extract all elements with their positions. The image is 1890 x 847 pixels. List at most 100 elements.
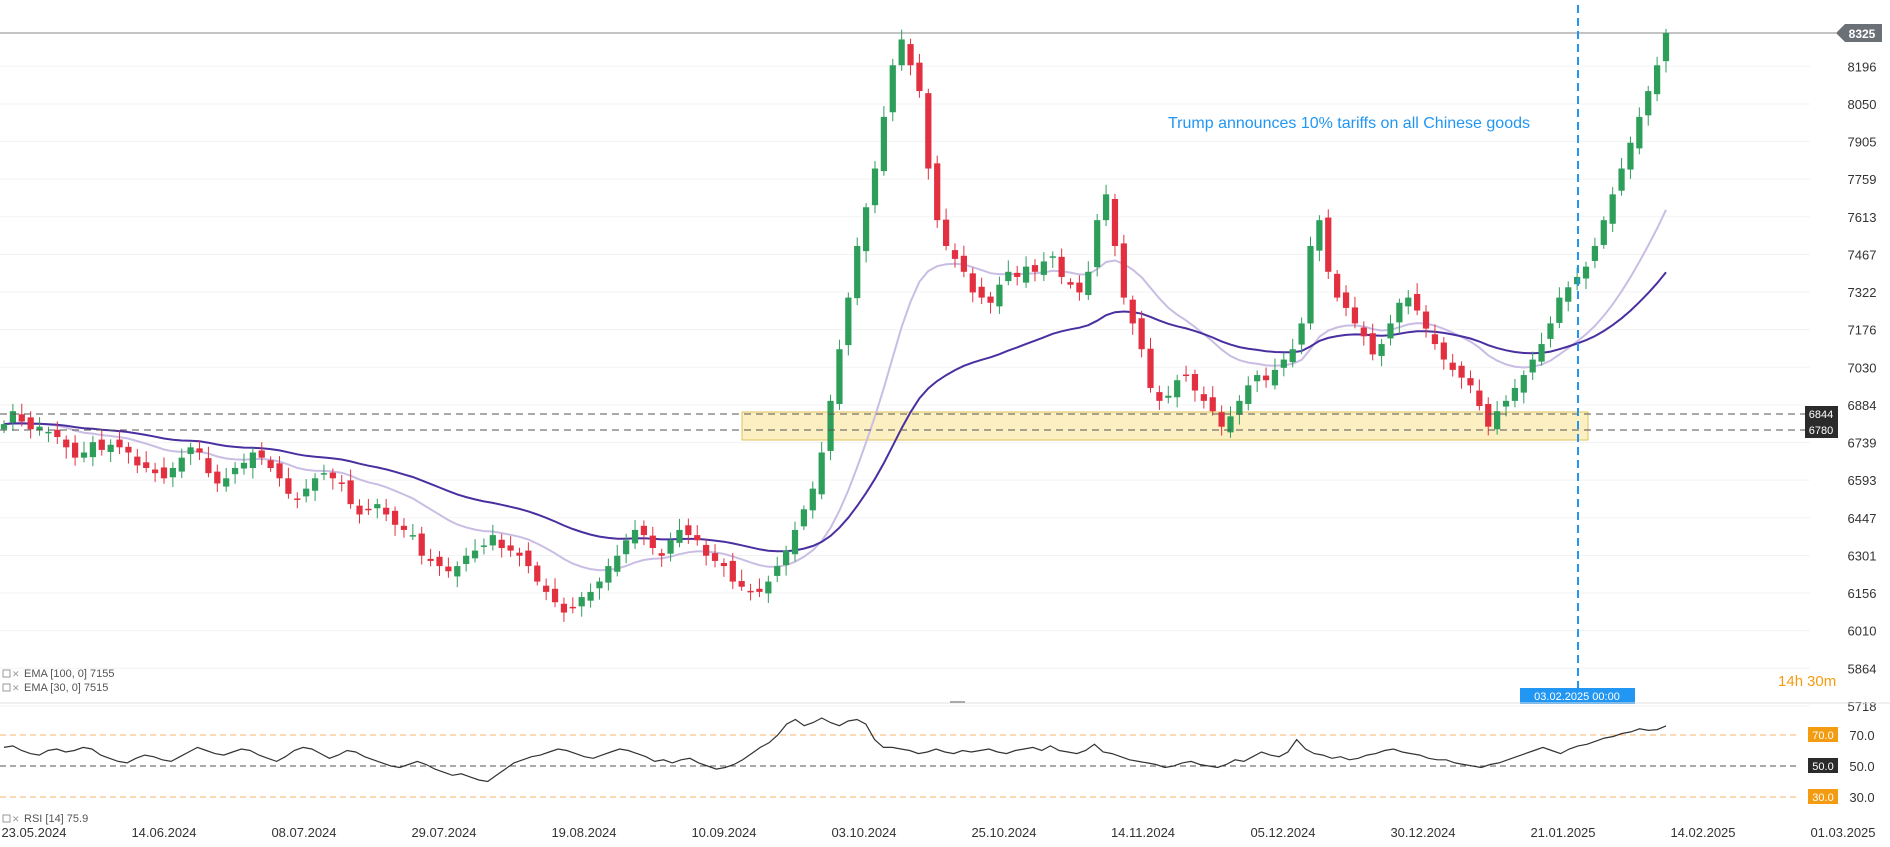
- candle-up: [1298, 323, 1305, 345]
- candle-up: [1378, 344, 1385, 356]
- candle-down: [1485, 403, 1492, 427]
- candle-up: [1245, 385, 1252, 404]
- level-tag-6844: 6844: [1809, 409, 1833, 421]
- candle-down: [1440, 342, 1447, 360]
- candle-down: [1449, 362, 1456, 370]
- candle-up: [1271, 369, 1279, 386]
- y-tick-label: 8050: [1848, 97, 1877, 112]
- candle-up: [231, 467, 239, 475]
- candle-down: [1058, 256, 1065, 277]
- candle-up: [578, 597, 585, 607]
- rsi-level-tag: [1808, 758, 1838, 773]
- candle-up: [596, 581, 603, 589]
- candle-down: [1334, 273, 1341, 298]
- candle-up: [854, 245, 861, 299]
- candle-down: [258, 450, 265, 458]
- candle-up: [1236, 400, 1243, 415]
- candle-up: [1005, 271, 1012, 282]
- candle-down: [1120, 243, 1127, 298]
- candle-down: [1458, 365, 1465, 378]
- rsi-settings-icon[interactable]: [2, 814, 11, 823]
- candle-up: [836, 349, 843, 404]
- legend-settings-icon-1[interactable]: [2, 669, 11, 678]
- candle-down: [960, 255, 967, 272]
- candle-down: [640, 525, 648, 536]
- candle-down: [267, 460, 274, 468]
- candle-down: [658, 553, 665, 556]
- candle-down: [951, 250, 959, 259]
- candle-up: [169, 467, 176, 478]
- candle-up: [311, 478, 319, 491]
- candle-down: [925, 93, 932, 169]
- candle-up: [889, 65, 896, 113]
- candle-up: [1609, 194, 1616, 224]
- candle-up: [1405, 297, 1412, 307]
- y-tick-label: 6739: [1848, 435, 1877, 450]
- candle-down: [685, 525, 692, 536]
- candle-down: [1342, 292, 1350, 308]
- candle-down: [729, 560, 736, 582]
- candle-up: [1307, 245, 1314, 324]
- candle-down: [436, 556, 443, 567]
- candle-up: [1600, 220, 1607, 245]
- candle-up: [1547, 323, 1554, 339]
- candle-down: [1476, 390, 1483, 407]
- x-tick-label: 21.01.2025: [1530, 825, 1595, 840]
- x-tick-label: 29.07.2024: [411, 825, 476, 840]
- rsi-pane: 70.0 70.0 50.0 50.0 30.0 30.0: [0, 717, 1875, 805]
- legend-ema30: EMA [30, 0] 7515: [24, 682, 108, 694]
- candle-up: [1520, 375, 1527, 393]
- candle-down: [1138, 318, 1145, 350]
- candle-down: [160, 467, 168, 479]
- x-tick-label: 10.09.2024: [691, 825, 756, 840]
- candle-down: [1218, 412, 1225, 427]
- candle-up: [1662, 33, 1670, 62]
- rsi-level-tag: [1808, 789, 1838, 804]
- candle-down: [391, 510, 399, 525]
- candle-down: [143, 462, 150, 468]
- candle-down: [356, 505, 363, 515]
- level-lines: [0, 413, 1805, 431]
- legend-close-icon-2[interactable]: ✕: [12, 683, 20, 693]
- candle-down: [365, 508, 372, 511]
- level-tag-6780: 6780: [1809, 425, 1833, 437]
- candle-down: [516, 552, 523, 556]
- candle-down: [27, 417, 34, 430]
- candle-down: [1182, 374, 1190, 377]
- candle-up: [1094, 220, 1101, 268]
- candle-down: [1262, 375, 1270, 381]
- rsi-close-icon[interactable]: ✕: [12, 814, 20, 824]
- y-tick-label: 6593: [1848, 473, 1877, 488]
- candle-up: [1387, 323, 1394, 339]
- candle-up: [1529, 359, 1536, 373]
- candle-up: [1102, 194, 1110, 221]
- rsi-axis-label: 50.0: [1849, 759, 1874, 774]
- candle-down: [1325, 217, 1332, 272]
- candle-down: [534, 565, 541, 582]
- candle-down: [498, 539, 505, 549]
- candle-up: [1085, 271, 1092, 296]
- legend-settings-icon-2[interactable]: [2, 683, 11, 692]
- level-tag-6844-box: [1805, 406, 1838, 422]
- legend-close-icon-1[interactable]: ✕: [12, 669, 20, 679]
- candle-up: [249, 452, 256, 468]
- candle-down: [400, 525, 408, 530]
- candle-up: [409, 535, 416, 537]
- candle-up: [862, 207, 870, 252]
- candle-up: [1556, 297, 1563, 323]
- candle-down: [569, 606, 576, 609]
- candle-down: [1076, 282, 1083, 293]
- rsi-level-tag: [1808, 727, 1838, 742]
- candle-down: [1031, 265, 1039, 272]
- candle-down: [116, 439, 123, 448]
- candle-up: [996, 284, 1003, 307]
- candle-down: [276, 463, 283, 479]
- candle-down: [1369, 333, 1376, 355]
- candle-up: [471, 550, 479, 559]
- candle-down: [543, 585, 550, 592]
- candle-up: [463, 555, 470, 565]
- candle-down: [907, 44, 914, 66]
- candle-up: [36, 426, 43, 430]
